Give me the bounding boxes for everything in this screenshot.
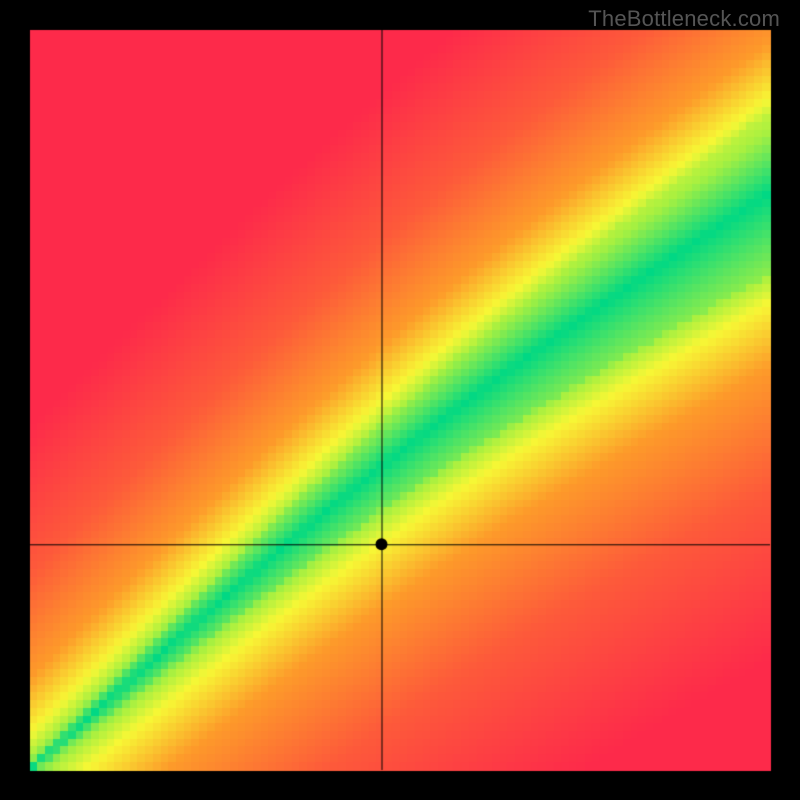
watermark-text: TheBottleneck.com <box>588 6 780 32</box>
chart-container: TheBottleneck.com <box>0 0 800 800</box>
heatmap-canvas <box>0 0 800 800</box>
